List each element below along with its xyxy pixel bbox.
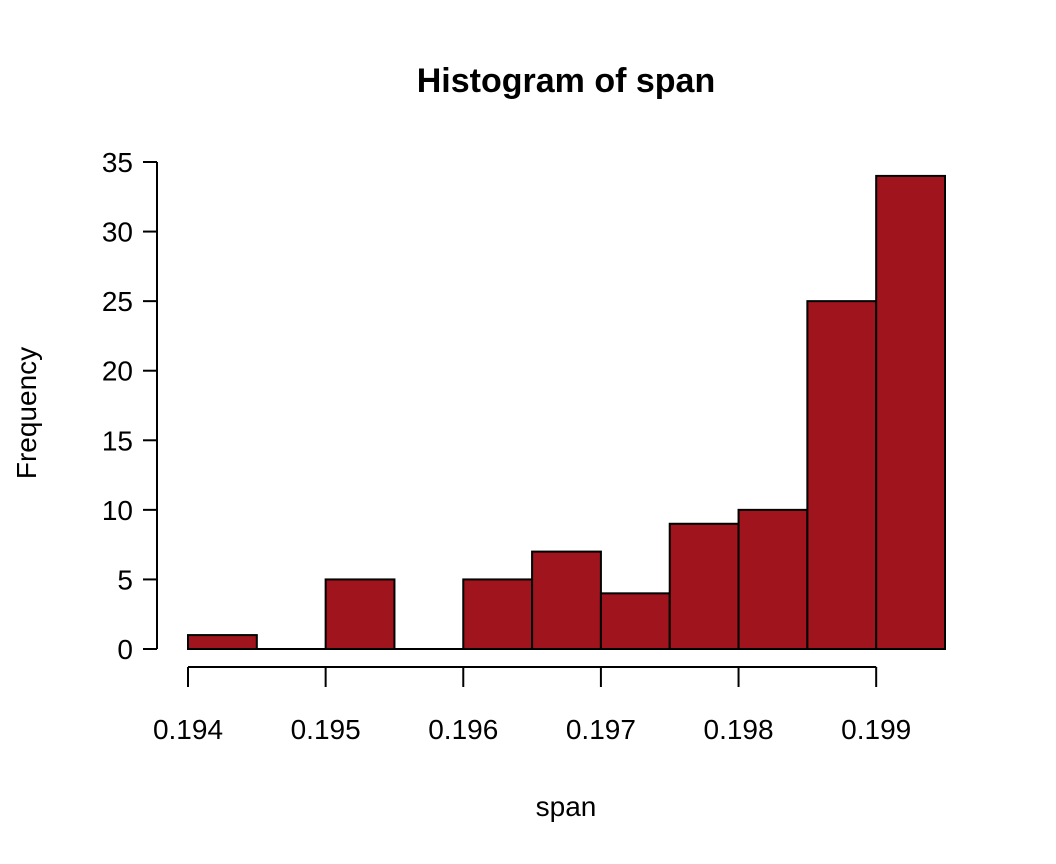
histogram-bar [531,550,602,650]
y-tick-label: 25 [102,286,133,317]
x-tick-label: 0.195 [291,714,361,745]
histogram-bar [875,174,947,651]
histogram-bar [806,300,878,650]
x-axis: 0.194 0.195 0.196 0.197 0.198 0.199 [153,666,911,745]
y-axis-label: Frequency [11,347,42,479]
histogram-bar [737,508,809,650]
bars-group [187,174,947,651]
y-tick-label: 0 [117,634,133,665]
histogram-bar [324,578,396,651]
y-tick-label: 5 [117,564,133,595]
histogram-bar [462,578,534,651]
x-tick-label: 0.197 [566,714,636,745]
y-tick-label: 30 [102,217,133,248]
x-tick-label: 0.199 [841,714,911,745]
histogram-bar [187,634,258,650]
y-tick-label: 35 [102,147,133,178]
y-axis: 0 5 10 15 20 25 30 35 [102,147,158,665]
x-tick-label: 0.194 [153,714,223,745]
x-tick-label: 0.198 [704,714,774,745]
x-axis-label: span [536,791,597,822]
histogram-bar [668,522,740,650]
chart-title: Histogram of span [417,62,715,100]
x-tick-label: 0.196 [428,714,498,745]
y-tick-label: 20 [102,356,133,387]
y-tick-label: 15 [102,425,133,456]
y-tick-label: 10 [102,495,133,526]
histogram-bar [599,592,671,650]
